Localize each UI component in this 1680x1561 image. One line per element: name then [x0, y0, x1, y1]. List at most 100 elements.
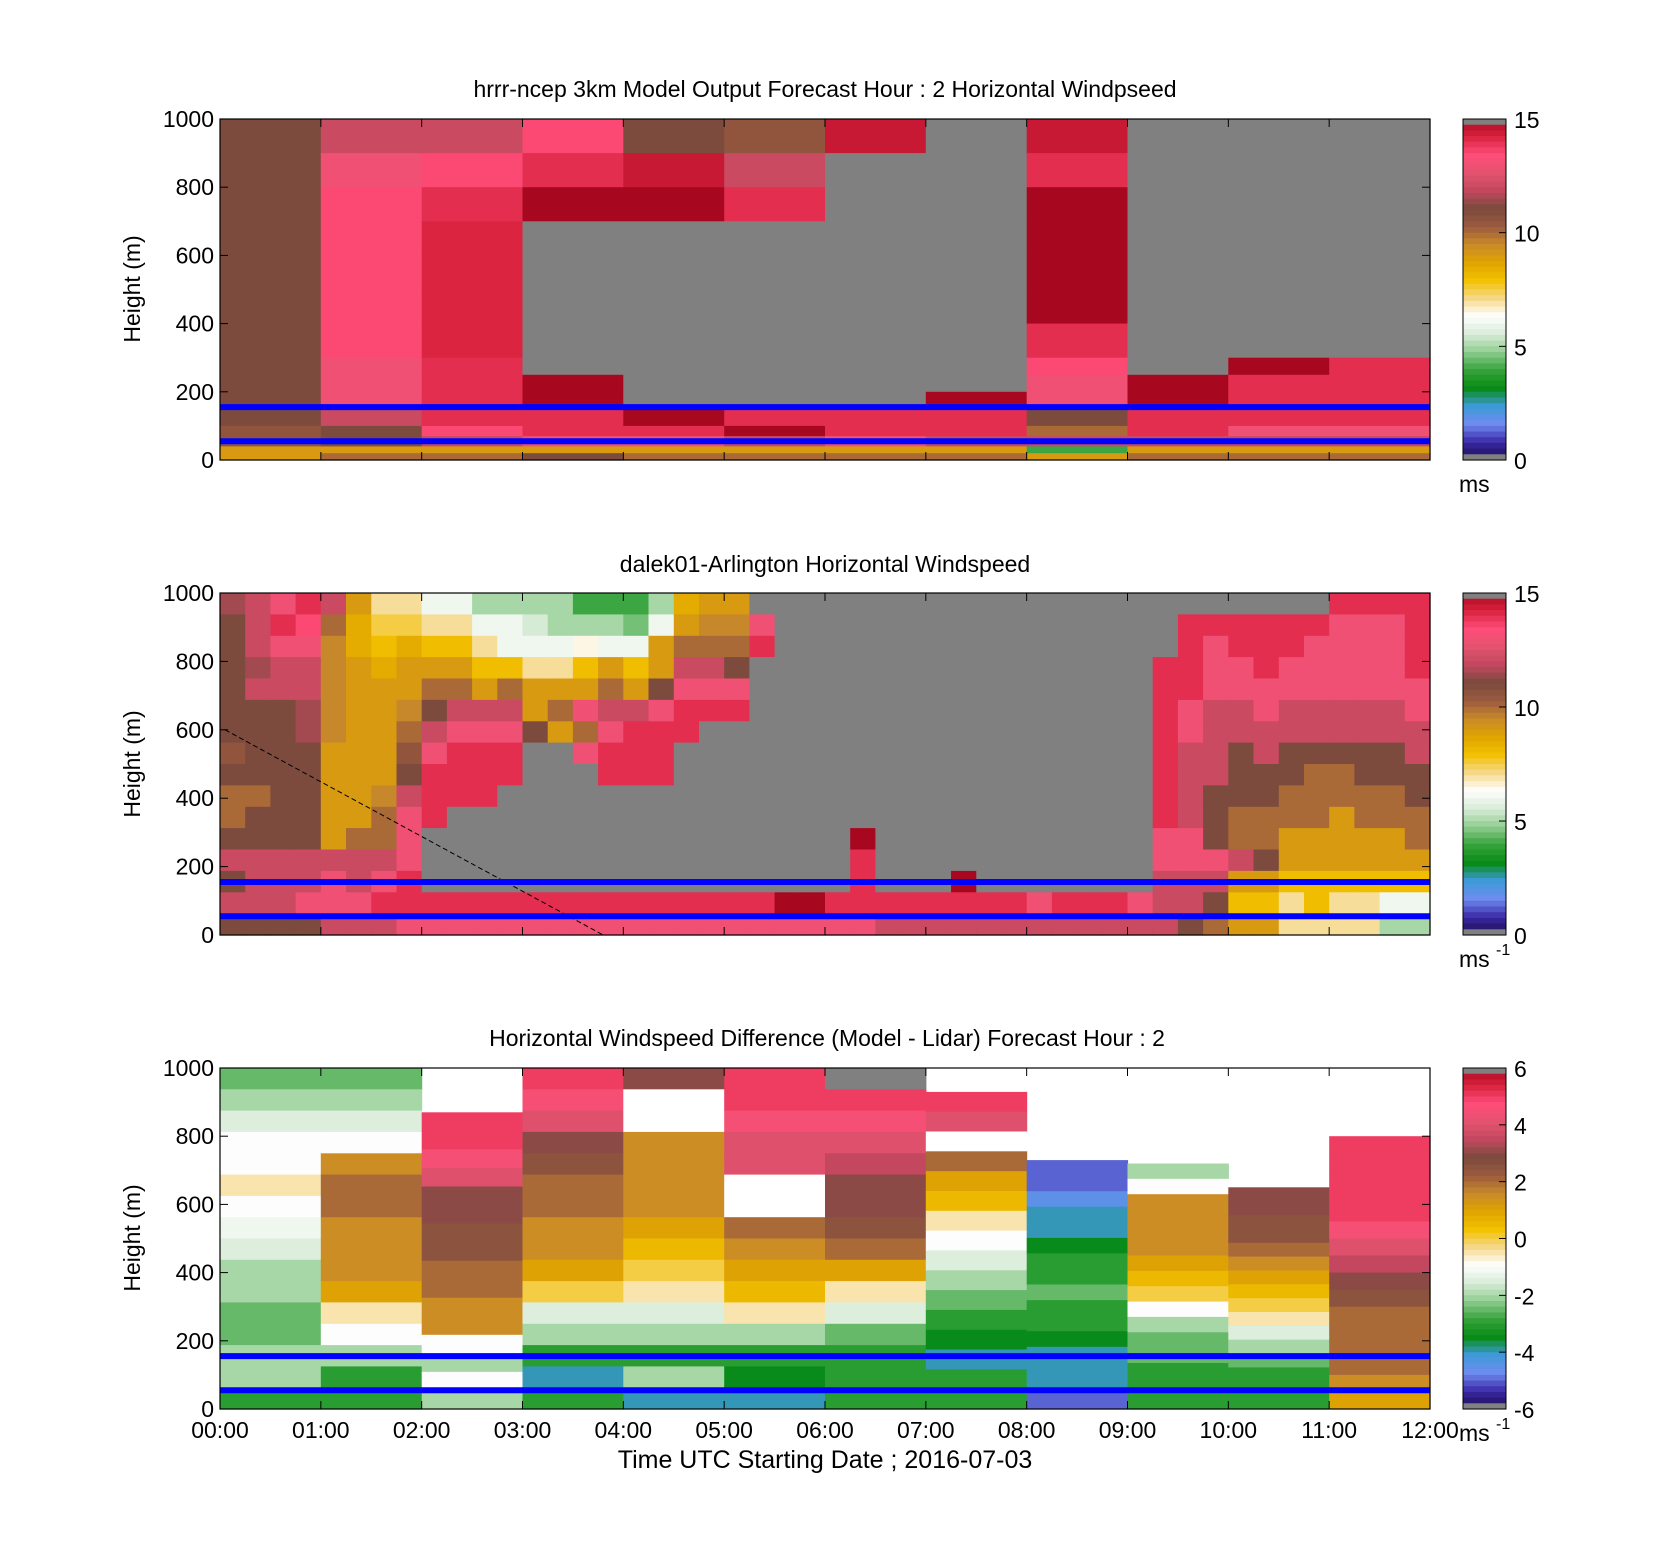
heatmap-cell	[1203, 785, 1229, 808]
heatmap-cell	[774, 678, 801, 701]
heatmap-cell	[623, 1195, 725, 1218]
heatmap-cell	[421, 1130, 524, 1150]
heatmap-cell	[825, 119, 927, 154]
colorbar-tick-label: 10	[1514, 221, 1540, 247]
heatmap-cell	[925, 892, 952, 915]
colorbar-swatch	[1463, 1380, 1506, 1387]
heatmap-cell	[1329, 635, 1355, 658]
heatmap-cell	[497, 785, 524, 808]
x-ticks	[219, 593, 1431, 935]
colorbar-swatch	[1463, 175, 1506, 183]
colorbar-swatch	[1463, 1107, 1506, 1115]
y-axis-label: Height (m)	[119, 1184, 145, 1291]
colorbar-swatch	[1463, 678, 1506, 685]
heatmap-cell	[220, 119, 322, 154]
colorbar-tick-label: -6	[1514, 1397, 1534, 1423]
heatmap-cell	[825, 1217, 927, 1240]
heatmap-cell	[421, 1390, 524, 1410]
heatmap-cell	[1354, 828, 1381, 851]
heatmap-cell	[1001, 614, 1028, 637]
heatmap-cell	[623, 614, 650, 637]
colorbar-unit-exponent: -1	[1496, 942, 1510, 959]
heatmap-cell	[1329, 1221, 1431, 1240]
heatmap-cell	[421, 806, 448, 829]
heatmap-cell	[1228, 849, 1255, 872]
heatmap-cell	[825, 785, 851, 808]
heatmap-cell	[220, 849, 246, 872]
heatmap-cell	[623, 221, 725, 256]
heatmap-cell	[1228, 1284, 1330, 1299]
y-tick-label: 200	[176, 379, 214, 405]
heatmap-cell	[497, 806, 524, 829]
heatmap-cell	[850, 593, 876, 615]
heatmap-cell	[371, 678, 398, 701]
heatmap-cell	[875, 764, 902, 786]
heatmap-cell	[245, 892, 271, 915]
heatmap-cell	[270, 828, 297, 851]
heatmap-cell	[1228, 1367, 1330, 1382]
heatmap-cell	[598, 678, 624, 701]
heatmap-cell	[825, 828, 851, 851]
colorbar-swatch	[1463, 164, 1506, 171]
heatmap-cell	[925, 1389, 1028, 1410]
colorbar-swatch	[1463, 346, 1506, 353]
heatmap-cell	[976, 828, 1003, 851]
colorbar-swatch	[1463, 929, 1506, 936]
heatmap-cell	[724, 1131, 826, 1154]
heatmap-cell	[1329, 1204, 1431, 1222]
heatmap-cell	[446, 764, 473, 786]
heatmap-cell	[1278, 699, 1305, 722]
heatmap-cell	[1278, 721, 1305, 744]
heatmap-cell	[220, 1089, 322, 1112]
heatmap-cell	[346, 678, 372, 701]
heatmap-cell	[320, 849, 347, 872]
heatmap-cell	[497, 764, 524, 786]
heatmap-cell	[951, 785, 977, 808]
heatmap-cell	[446, 721, 473, 744]
heatmap-cell	[220, 1131, 322, 1154]
colorbar-swatch	[1463, 266, 1506, 274]
heatmap-cell	[320, 187, 423, 222]
heatmap-cell	[1329, 425, 1431, 437]
heatmap-cell	[295, 614, 322, 637]
heatmap-cell	[850, 806, 876, 829]
heatmap-cell	[1001, 892, 1028, 915]
heatmap-cell	[320, 1174, 423, 1197]
heatmap-cell	[547, 614, 574, 637]
heatmap-cell	[371, 593, 398, 615]
heatmap-cell	[1026, 828, 1053, 851]
heatmap-cell	[699, 593, 725, 615]
heatmap-cell	[220, 806, 246, 829]
heatmap-cell	[320, 1323, 423, 1346]
heatmap-cell	[1203, 699, 1229, 722]
heatmap-cell	[900, 593, 927, 615]
heatmap-cell	[522, 721, 549, 744]
heatmap-cell	[623, 1089, 725, 1112]
heatmap-cell	[699, 635, 725, 658]
heatmap-cell	[1329, 721, 1355, 744]
heatmap-cell	[1102, 785, 1129, 808]
heatmap-cell	[850, 721, 876, 744]
heatmap-cell	[925, 374, 1028, 393]
heatmap-cell	[1177, 721, 1204, 744]
heatmap-cell	[699, 764, 725, 786]
colorbar-swatch	[1463, 1318, 1506, 1325]
heatmap-cell	[825, 1174, 927, 1197]
heatmap-cell	[1077, 657, 1103, 680]
heatmap-cell	[1077, 742, 1103, 765]
heatmap-cell	[1329, 1357, 1431, 1376]
colorbar-swatch	[1463, 1221, 1506, 1228]
heatmap-cell	[522, 1153, 624, 1176]
heatmap-cell	[1026, 323, 1129, 359]
colorbar-swatch	[1463, 838, 1506, 845]
heatmap-cell	[598, 806, 624, 829]
heatmap-cell	[976, 785, 1003, 808]
heatmap-cell	[421, 1223, 524, 1243]
heatmap-cell	[724, 593, 750, 615]
heatmap-cell	[1304, 635, 1330, 658]
heatmap-cell	[699, 678, 725, 701]
heatmap-cell	[1253, 721, 1280, 744]
heatmap-cell	[774, 699, 801, 722]
heatmap-cell	[623, 1153, 725, 1176]
heatmap-cell	[1329, 849, 1355, 872]
